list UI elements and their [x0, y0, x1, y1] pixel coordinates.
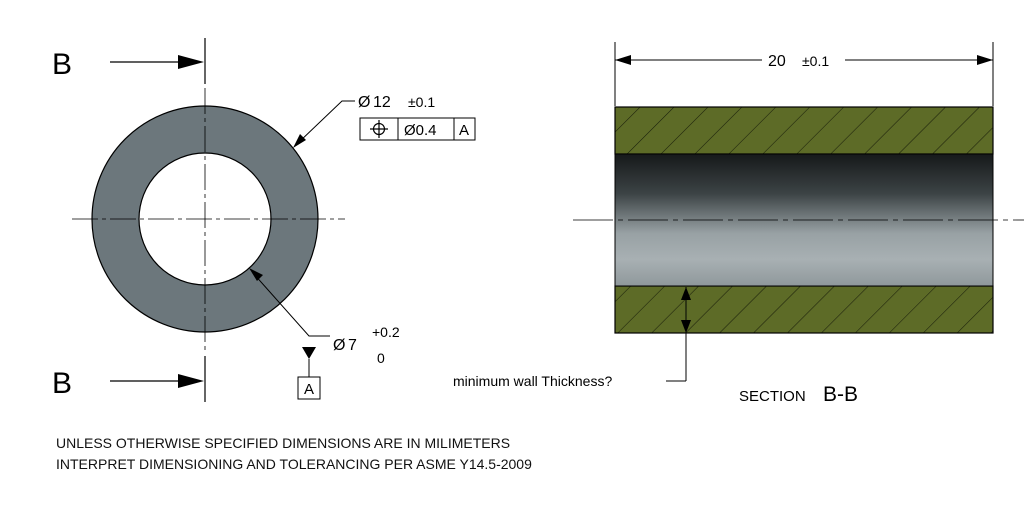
- position-icon: [370, 120, 388, 138]
- datum-label: A: [304, 381, 314, 398]
- feature-control-frame: Ø0.4 A: [359, 117, 476, 141]
- outer-diameter-tolerance: ±0.1: [408, 94, 435, 110]
- note-line: UNLESS OTHERWISE SPECIFIED DIMENSIONS AR…: [56, 435, 511, 451]
- fcf-tolerance: Ø0.4: [404, 122, 437, 139]
- section-letter-top: B: [52, 48, 72, 81]
- section-arrow-bottom-head: [178, 374, 204, 388]
- section-wall-top: [614, 106, 994, 155]
- length-tolerance: ±0.1: [802, 53, 829, 69]
- section-title-label: B-B: [823, 383, 858, 406]
- section-letter-bottom: B: [52, 367, 72, 400]
- outer-diameter-value: 12: [373, 94, 391, 111]
- length-value: 20: [768, 53, 786, 70]
- section-arrow-top-head: [178, 55, 204, 69]
- section-title-prefix: SECTION: [739, 388, 806, 405]
- inner-diameter-arrowhead: [249, 268, 263, 281]
- length-arrow-left: [615, 55, 631, 65]
- general-notes: UNLESS OTHERWISE SPECIFIED DIMENSIONS AR…: [56, 433, 532, 475]
- datum-feature-symbol: A: [297, 347, 321, 400]
- wall-note: minimum wall Thickness?: [453, 373, 612, 389]
- section-view: 20 ±0.1 minimum wall Thickness? SECTION …: [453, 42, 1024, 406]
- inner-diameter-value: 7: [348, 337, 357, 354]
- front-view: B B Ø 12 ±0.1 Ø0.4 A Ø 7 +0.2 0: [52, 38, 476, 402]
- inner-diameter-lower-tol: 0: [377, 350, 385, 366]
- note-line: INTERPRET DIMENSIONING AND TOLERANCING P…: [56, 456, 532, 472]
- outer-diameter-symbol: Ø: [358, 94, 370, 111]
- section-wall-bottom: [614, 285, 994, 334]
- inner-diameter-upper-tol: +0.2: [372, 324, 400, 340]
- wall-dim-arrow-top: [681, 287, 691, 300]
- inner-diameter-symbol: Ø: [333, 337, 345, 354]
- inner-diameter-leader: [252, 272, 330, 337]
- wall-dim-arrow-bottom: [681, 320, 691, 333]
- fcf-datum: A: [459, 122, 469, 139]
- length-arrow-right: [977, 55, 993, 65]
- outer-diameter-leader: [297, 100, 355, 144]
- outer-diameter-arrowhead: [293, 134, 306, 148]
